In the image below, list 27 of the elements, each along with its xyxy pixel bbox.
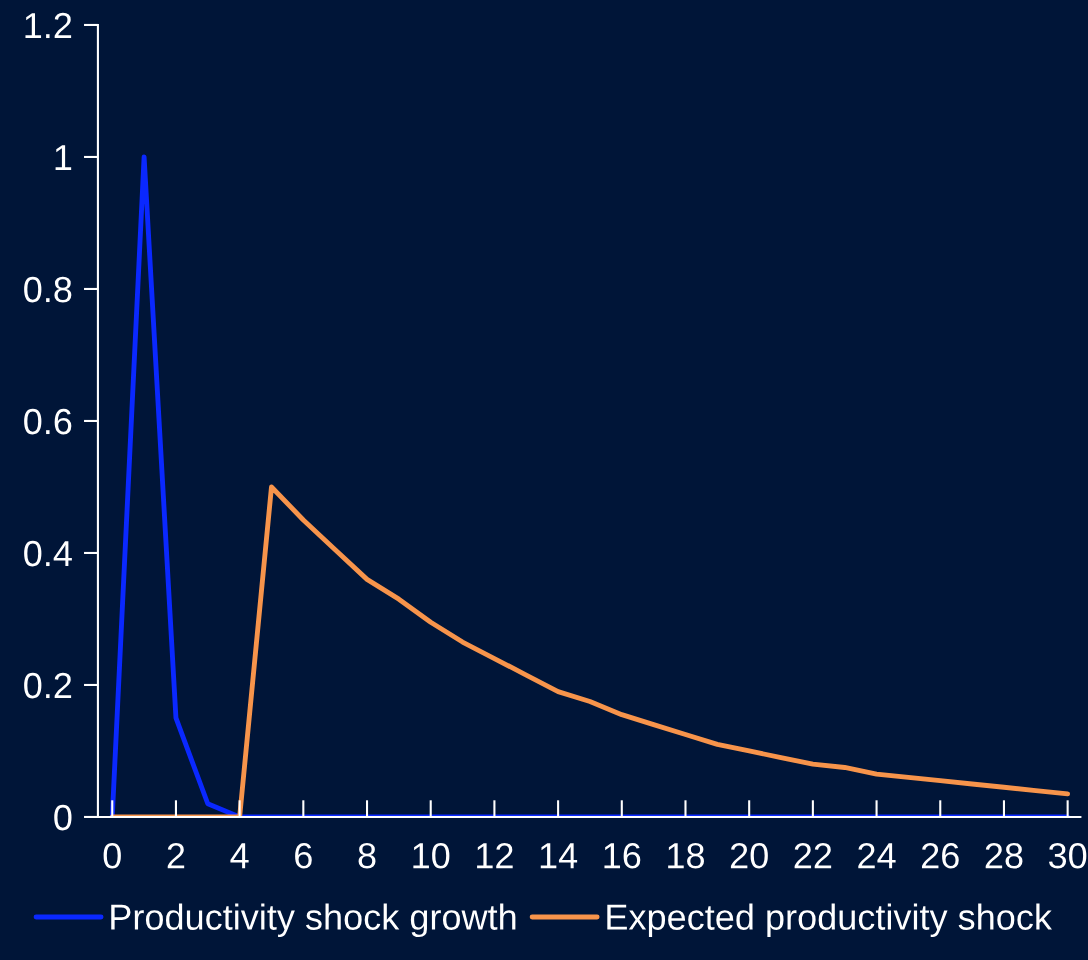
x-tick-label: 24 [858,842,896,869]
x-tick-label: 20 [730,842,768,869]
y-tick-label: 0.6 [24,408,72,435]
y-tick-label: 1 [55,145,72,171]
y-tick-label: 0.8 [24,276,72,303]
x-tick-label: 8 [358,842,376,869]
x-tick-label: 30 [1048,842,1087,869]
x-tick-label: 2 [167,842,185,869]
x-tick-label: 16 [604,842,641,869]
x-tick-label: 26 [922,842,959,869]
y-tick-label: 0.2 [24,672,72,699]
x-tick-label: 18 [668,842,704,869]
line-series [109,154,1071,817]
y-tick-label: 1.2 [25,12,72,39]
x-tick-label: 12 [477,842,513,869]
line-series [109,484,1071,817]
y-tick-label: 0 [54,804,72,831]
y-tick-label: 0.4 [24,540,72,567]
x-tick-label: 4 [230,843,249,869]
x-tick-label: 22 [794,842,832,869]
legend-label: Expected productivity shock [607,903,1053,938]
x-tick-label: 28 [985,842,1023,869]
x-tick-label: 14 [540,843,578,869]
legend-label: Productivity shock growth [111,903,516,938]
x-tick-label: 10 [413,842,450,869]
x-tick-label: 0 [103,842,121,869]
x-tick-label: 6 [295,842,312,869]
